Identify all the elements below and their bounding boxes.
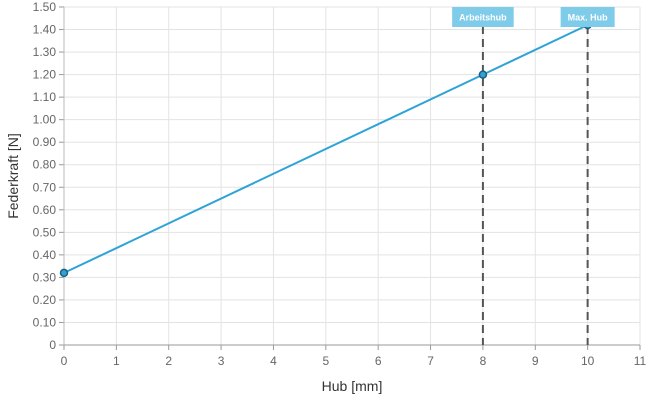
y-tick-label: 1.40 xyxy=(33,23,57,37)
marker-label-text: Arbeitshub xyxy=(459,13,507,23)
y-tick-label: 0.40 xyxy=(33,248,57,262)
x-tick-label: 0 xyxy=(61,354,68,368)
grid xyxy=(64,6,641,345)
y-tick-label: 0.10 xyxy=(33,315,57,329)
y-axis-title: Federkraft [N] xyxy=(5,133,21,219)
marker-label-box xyxy=(560,7,615,27)
tick-labels: 0 0.10 0.20 0.30 0.40 0.50 0.60 0.70 0.80 0.90 1.0… xyxy=(33,0,647,368)
y-tick-label: 1.00 xyxy=(33,113,57,127)
y-tick-label: 0.70 xyxy=(33,180,57,194)
y-tick-label: 0.60 xyxy=(33,203,57,217)
y-tick-label: 0.80 xyxy=(33,158,57,172)
y-tick-label: 0.20 xyxy=(33,293,57,307)
x-tick-label: 8 xyxy=(480,354,487,368)
y-tick-label: 0.30 xyxy=(33,270,57,284)
x-tick-label: 5 xyxy=(322,354,329,368)
marker-label: Arbeitshub xyxy=(452,7,514,27)
marker-lines xyxy=(481,26,589,345)
marker-label-text: Max. Hub xyxy=(568,13,609,23)
x-tick-label: 2 xyxy=(165,354,172,368)
y-tick-label: 1.50 xyxy=(33,0,57,14)
y-tick-label: 0 xyxy=(49,338,56,352)
data-point[interactable] xyxy=(59,268,69,278)
x-tick-label: 11 xyxy=(634,354,647,368)
y-tick-label: 1.20 xyxy=(33,68,57,82)
y-tick-label: 1.30 xyxy=(33,45,57,59)
x-axis-title: Hub [mm] xyxy=(322,378,383,394)
x-tick-label: 4 xyxy=(270,354,277,368)
x-tick-label: 7 xyxy=(427,354,434,368)
x-tick-label: 1 xyxy=(113,354,120,368)
x-tick-label: 10 xyxy=(581,354,595,368)
y-tick-label: 1.10 xyxy=(33,90,57,104)
data-point[interactable] xyxy=(478,70,488,79)
marker-label-box xyxy=(452,7,514,27)
axes xyxy=(59,6,641,350)
marker-label: Max. Hub xyxy=(560,7,615,27)
y-tick-label: 0.50 xyxy=(33,225,57,239)
series xyxy=(59,20,592,278)
x-tick-label: 3 xyxy=(218,354,225,368)
marker-labels: Arbeitshub Max. Hub xyxy=(452,7,615,27)
x-tick-label: 6 xyxy=(375,354,382,368)
y-tick-label: 0.90 xyxy=(33,135,57,149)
x-tick-label: 9 xyxy=(532,354,539,368)
